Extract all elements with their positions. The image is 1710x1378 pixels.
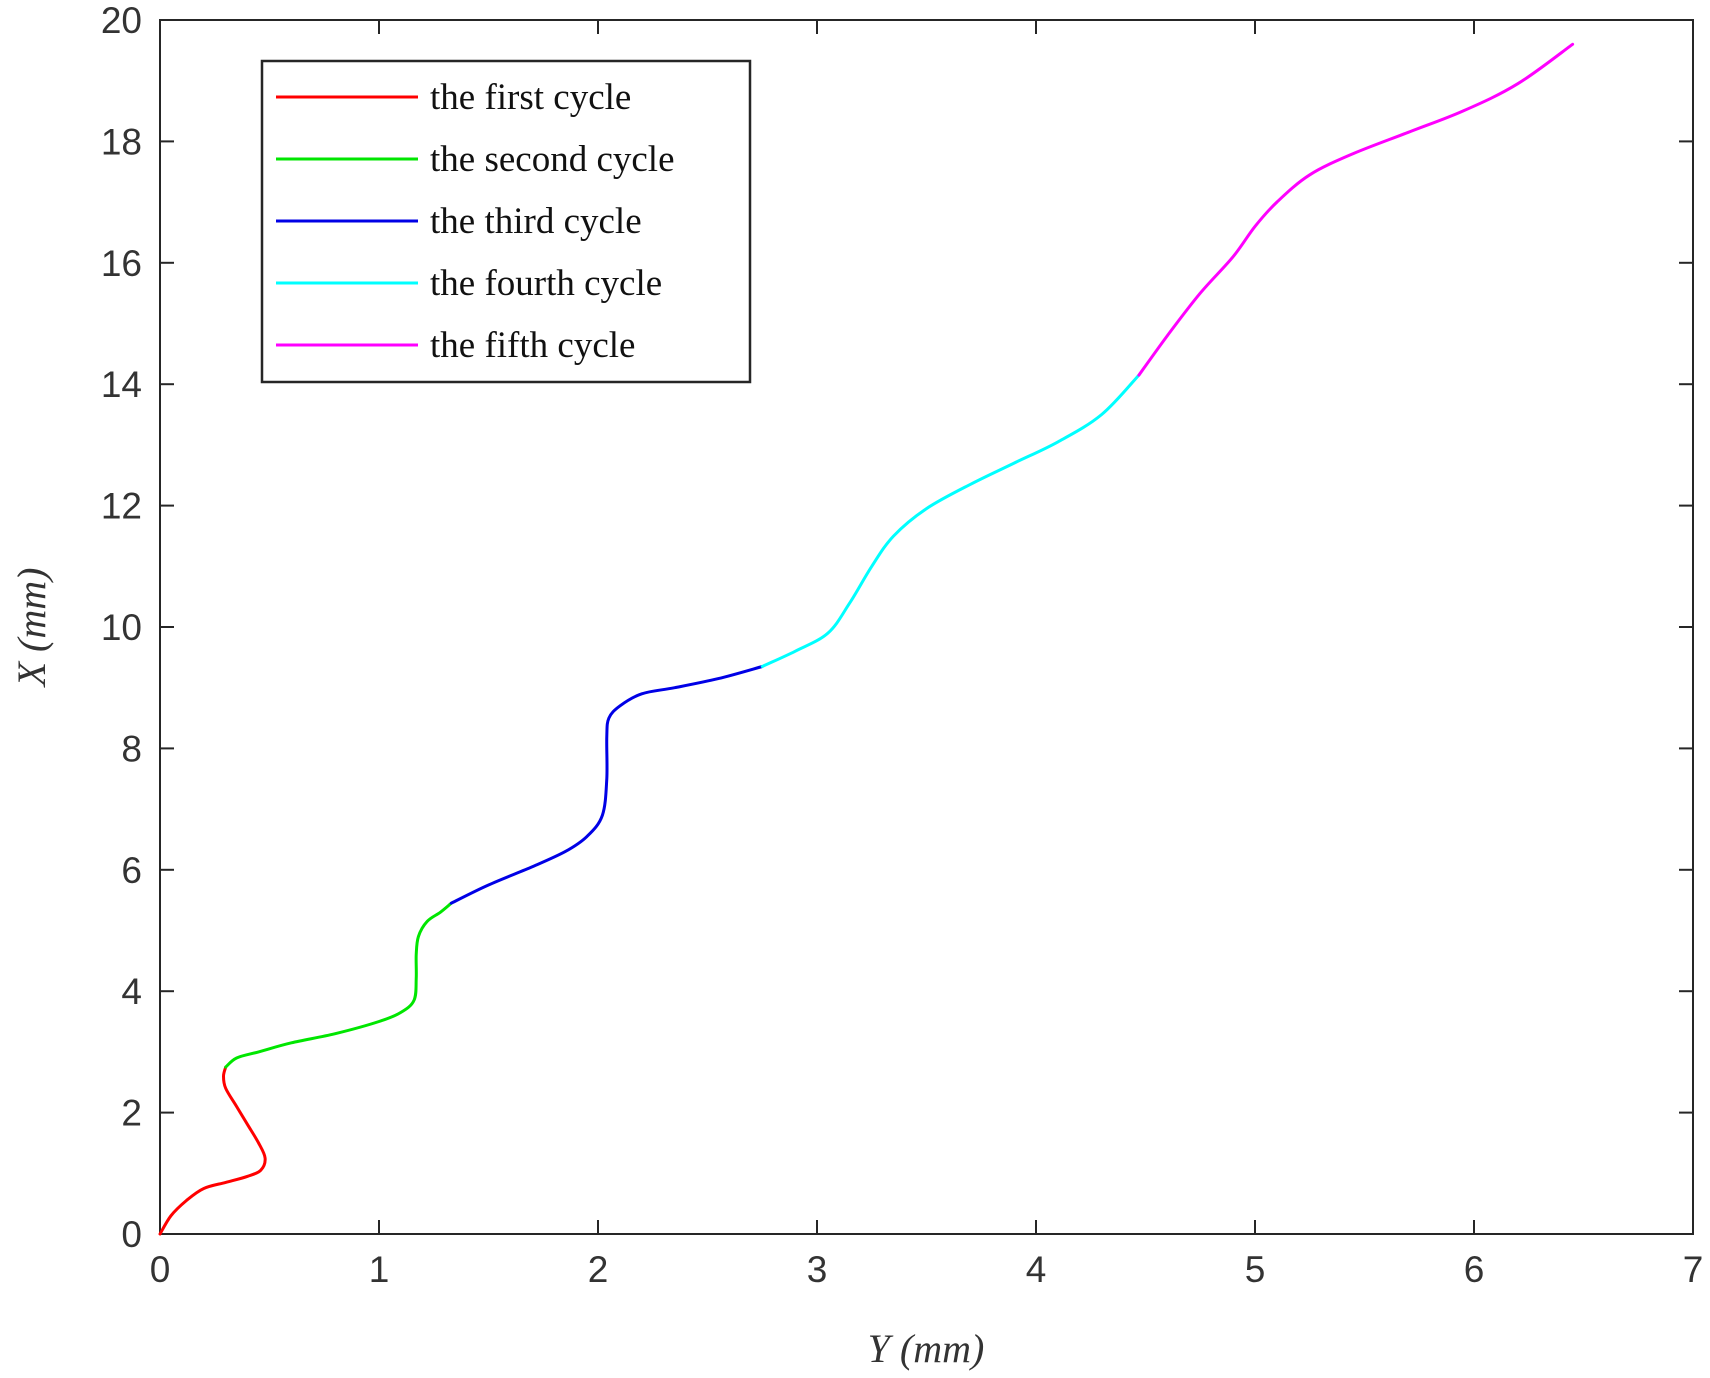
y-tick-label: 10	[101, 607, 142, 648]
y-tick-label: 12	[101, 486, 142, 527]
series-line-2	[224, 901, 453, 1069]
y-tick-label: 20	[101, 0, 142, 41]
x-tick-label: 7	[1683, 1249, 1704, 1290]
x-tick-label: 3	[807, 1249, 828, 1290]
x-tick-label: 2	[588, 1249, 609, 1290]
legend: the first cycle the second cycle the third…	[260, 59, 752, 384]
x-tick-label: 0	[150, 1249, 171, 1290]
y-tick-label: 6	[121, 850, 142, 891]
x-tick-label: 6	[1464, 1249, 1485, 1290]
x-tick-label: 1	[369, 1249, 390, 1290]
y-axis-title: X (mm)	[9, 568, 54, 689]
y-tick-label: 8	[121, 728, 142, 769]
series-line-5	[1137, 42, 1575, 377]
legend-label-4: the fourth cycle	[430, 263, 662, 304]
y-tick-label: 2	[121, 1093, 142, 1134]
y-tick-label: 16	[101, 243, 142, 284]
x-tick-label: 4	[1026, 1249, 1047, 1290]
legend-label-1: the first cycle	[430, 77, 631, 118]
y-tick-label: 14	[101, 364, 142, 405]
y-tick-label: 4	[121, 971, 142, 1012]
series-lines	[158, 42, 1575, 1236]
x-tick-label: 5	[1245, 1249, 1266, 1290]
legend-label-5: the fifth cycle	[430, 325, 635, 366]
series-line-4	[760, 373, 1141, 668]
y-tick-label: 0	[121, 1214, 142, 1255]
series-line-3	[449, 665, 764, 905]
series-line-1	[158, 1065, 267, 1236]
legend-label-2: the second cycle	[430, 139, 675, 180]
x-axis-title: Y (mm)	[868, 1326, 985, 1371]
y-tick-label: 18	[101, 121, 142, 162]
legend-label-3: the third cycle	[430, 201, 642, 242]
